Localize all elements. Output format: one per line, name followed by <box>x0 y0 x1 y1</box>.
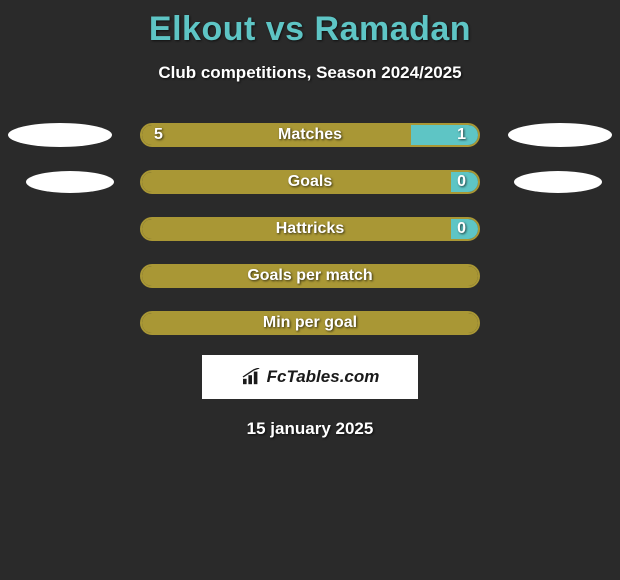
logo-text: FcTables.com <box>267 367 380 387</box>
stat-bar: Goals 0 <box>140 170 480 194</box>
bar-segment-right <box>451 219 478 239</box>
bar-segment-left <box>142 219 451 239</box>
bar-segment-right <box>411 125 478 145</box>
date-text: 15 january 2025 <box>0 419 620 439</box>
bar-segment-left <box>142 125 411 145</box>
bar-segment-left <box>142 266 478 286</box>
bar-segment-left <box>142 172 451 192</box>
bar-segment-left <box>142 313 478 333</box>
stat-bar: 5 Matches 1 <box>140 123 480 147</box>
logo-box: FcTables.com <box>202 355 418 399</box>
stat-bar: Goals per match <box>140 264 480 288</box>
stats-container: 5 Matches 1 Goals 0 Hattricks 0 <box>0 123 620 335</box>
page-subtitle: Club competitions, Season 2024/2025 <box>0 63 620 83</box>
player-marker-left <box>26 171 114 193</box>
stat-row-goals: Goals 0 <box>0 170 620 194</box>
chart-icon <box>241 368 263 386</box>
player-marker-right <box>514 171 602 193</box>
bar-segment-right <box>451 172 478 192</box>
stat-row-goals-per-match: Goals per match <box>0 264 620 288</box>
stat-bar: Hattricks 0 <box>140 217 480 241</box>
stat-row-min-per-goal: Min per goal <box>0 311 620 335</box>
player-marker-left <box>8 123 112 147</box>
player-marker-right <box>508 123 612 147</box>
page-title: Elkout vs Ramadan <box>0 0 620 49</box>
stat-row-matches: 5 Matches 1 <box>0 123 620 147</box>
stat-row-hattricks: Hattricks 0 <box>0 217 620 241</box>
stat-bar: Min per goal <box>140 311 480 335</box>
